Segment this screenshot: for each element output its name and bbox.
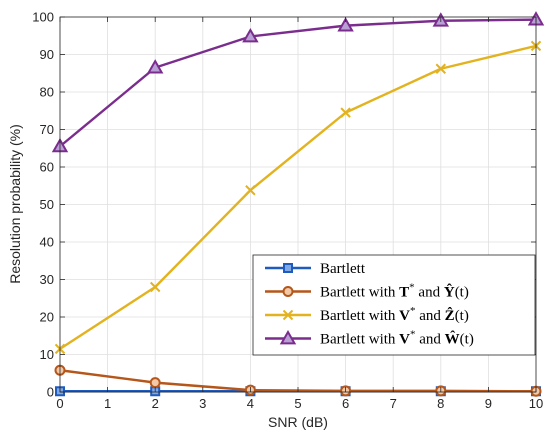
data-point xyxy=(340,107,351,118)
legend-label-part: Ŷ xyxy=(444,284,455,301)
legend-entry: Bartlett with V* and Ŵ(t) xyxy=(265,329,474,348)
legend-label-part: Bartlett with xyxy=(320,285,399,301)
y-axis-label: Resolution probability (%) xyxy=(7,124,23,284)
y-tick-label: 30 xyxy=(40,272,54,287)
y-tick-label: 100 xyxy=(32,10,54,25)
x-tick-label: 10 xyxy=(529,396,543,411)
data-point xyxy=(435,63,447,74)
data-point xyxy=(146,59,164,74)
x-tick-label: 5 xyxy=(294,396,301,411)
x-tick-label: 1 xyxy=(104,396,111,411)
series-3 xyxy=(54,40,542,355)
legend-label-part: (t) xyxy=(455,285,469,301)
data-point xyxy=(149,281,161,293)
legend-label: Bartlett with T* and Ŷ(t) xyxy=(320,282,469,301)
x-tick-label: 7 xyxy=(390,396,397,411)
x-tick-label: 8 xyxy=(437,396,444,411)
series-line xyxy=(59,44,537,350)
x-tick-label: 0 xyxy=(56,396,63,411)
y-tick-label: 10 xyxy=(40,347,54,362)
x-tick-label: 6 xyxy=(342,396,349,411)
data-point xyxy=(149,377,161,389)
legend-label-part: V xyxy=(399,308,410,324)
legend-entry: Bartlett with V* and Ẑ(t) xyxy=(265,305,469,324)
data-point xyxy=(337,17,354,32)
legend-label-part: and xyxy=(415,285,444,301)
legend-label-part: V xyxy=(399,332,410,348)
y-tick-label: 40 xyxy=(40,235,54,250)
legend-label-part: Ŵ xyxy=(445,331,460,348)
legend-label-part: Bartlett xyxy=(320,261,366,277)
x-tick-label: 2 xyxy=(152,396,159,411)
legend-label-part: and xyxy=(416,332,445,348)
legend-entry: Bartlett with T* and Ŷ(t) xyxy=(265,282,469,301)
legend-label-part: (t) xyxy=(460,332,474,348)
y-tick-label: 60 xyxy=(40,160,54,175)
legend-marker xyxy=(282,309,294,321)
legend-label-part: T xyxy=(399,285,409,301)
legend-label-part: * xyxy=(410,305,416,317)
y-tick-label: 20 xyxy=(40,310,54,325)
x-axis-label: SNR (dB) xyxy=(268,414,328,430)
data-point xyxy=(242,27,259,43)
legend-entry: Bartlett xyxy=(265,261,366,277)
x-tick-label: 3 xyxy=(199,396,206,411)
legend-label-part: and xyxy=(416,308,445,324)
y-tick-label: 0 xyxy=(47,385,54,400)
x-tick-label: 9 xyxy=(485,396,492,411)
legend-label: Bartlett with V* and Ẑ(t) xyxy=(320,305,469,324)
legend-marker xyxy=(283,263,293,273)
legend-label: Bartlett xyxy=(320,261,366,277)
legend-label: Bartlett with V* and Ŵ(t) xyxy=(320,329,474,348)
y-tick-label: 50 xyxy=(40,197,54,212)
y-tick-label: 80 xyxy=(40,85,54,100)
legend-label-part: Bartlett with xyxy=(320,308,399,324)
legend-label-part: * xyxy=(410,329,416,341)
legend-label-part: Ẑ xyxy=(445,307,455,324)
y-tick-label: 90 xyxy=(40,47,54,62)
x-tick-label: 4 xyxy=(247,396,254,411)
legend-label-part: Bartlett with xyxy=(320,332,399,348)
legend-label-part: (t) xyxy=(455,308,469,324)
series-line xyxy=(59,18,537,148)
data-point xyxy=(245,185,256,196)
legend-marker xyxy=(282,286,294,297)
legend-label-part: * xyxy=(409,282,415,294)
y-tick-label: 70 xyxy=(40,122,54,137)
legend-marker xyxy=(279,329,297,345)
